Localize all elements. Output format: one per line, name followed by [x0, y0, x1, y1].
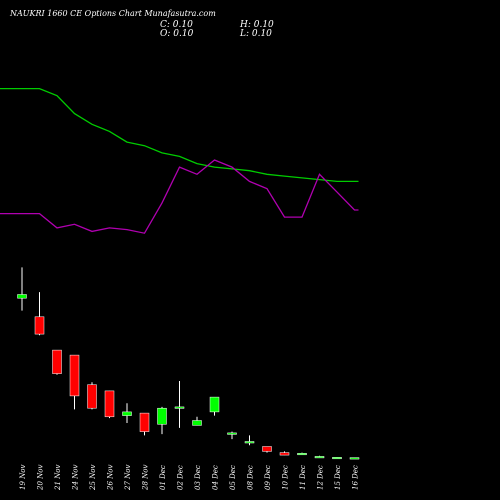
candle: [192, 420, 202, 426]
candle: [314, 456, 325, 459]
candle: [157, 407, 167, 425]
high-value: H: 0.10: [240, 20, 274, 30]
candle: [104, 390, 115, 418]
candle: [52, 349, 62, 374]
candle: [17, 294, 27, 299]
date-label: 10 Dec: [282, 465, 290, 490]
candle: [332, 457, 342, 460]
candle: [34, 316, 45, 335]
date-label: 02 Dec: [177, 465, 185, 490]
candle: [262, 446, 272, 452]
date-label: 27 Nov: [124, 465, 132, 491]
date-labels-layer: 19 Nov 20 Nov 21 Nov 24 Nov 25 Nov 26 Nov 27 N…: [19, 465, 360, 491]
date-label: 15 Dec: [334, 465, 342, 490]
candle: [279, 452, 290, 456]
candles-layer: [17, 267, 360, 460]
date-label: 04 Dec: [212, 465, 220, 490]
date-label: 03 Dec: [194, 465, 202, 490]
ma-purple-line: [0, 159, 359, 234]
candle: [122, 411, 132, 416]
date-label: 24 Nov: [72, 465, 80, 491]
date-label: 20 Nov: [37, 465, 45, 491]
date-label: 16 Dec: [352, 465, 360, 490]
date-label: 11 Dec: [299, 465, 307, 490]
chart-title: NAUKRI 1660 CE Options Chart Munafasutra…: [10, 9, 216, 18]
date-label: 08 Dec: [247, 465, 255, 490]
candle: [227, 432, 237, 435]
date-label: 05 Dec: [229, 465, 237, 490]
date-label: 12 Dec: [317, 465, 325, 490]
date-label: 19 Nov: [19, 465, 27, 490]
candle: [174, 406, 185, 409]
date-label: 01 Dec: [159, 465, 167, 490]
date-label: 28 Nov: [142, 465, 150, 491]
candle: [209, 396, 220, 413]
candle: [349, 457, 360, 460]
candle: [139, 412, 150, 432]
candle: [244, 441, 255, 444]
date-label: 09 Dec: [264, 465, 272, 490]
date-label: 26 Nov: [107, 465, 115, 491]
candle: [69, 354, 80, 397]
ma-green-line: [0, 87, 359, 183]
candle: [87, 384, 97, 409]
date-label: 21 Nov: [54, 465, 62, 491]
close-value: C: 0.10: [160, 20, 193, 30]
date-label: 25 Nov: [89, 465, 97, 491]
moving-average-layer: [0, 87, 359, 234]
open-value: O: 0.10: [160, 29, 194, 39]
candle: [297, 453, 307, 456]
low-value: L: 0.10: [240, 29, 272, 39]
